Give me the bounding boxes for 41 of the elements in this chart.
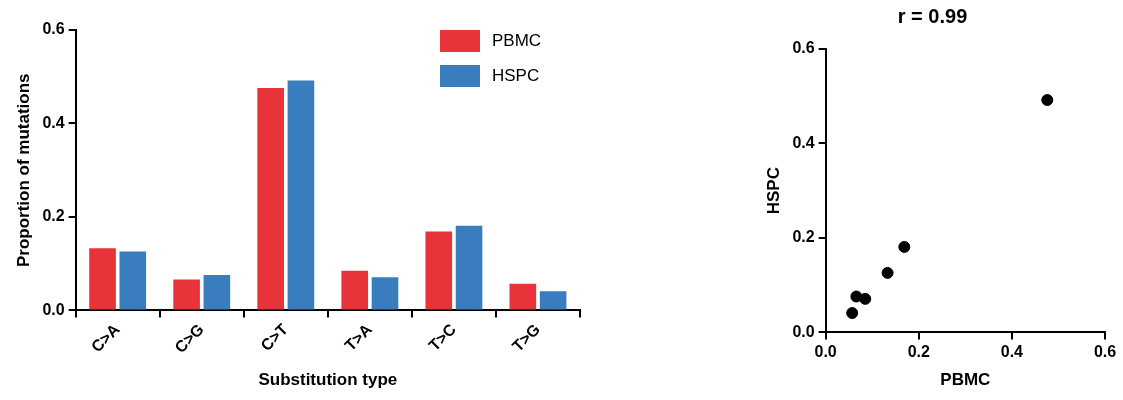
point bbox=[898, 240, 911, 253]
x-axis-title: Substitution type bbox=[258, 370, 398, 390]
x-tick-label: 0.4 bbox=[1000, 343, 1024, 361]
bar bbox=[539, 291, 567, 310]
y-tick-label: 0.6 bbox=[792, 39, 815, 57]
bar bbox=[341, 270, 369, 310]
bar bbox=[287, 80, 315, 310]
x-tick-label: C>A bbox=[87, 320, 124, 356]
y-tick-label: 0.4 bbox=[42, 113, 65, 131]
y-tick-label: 0.6 bbox=[42, 20, 65, 38]
y-axis-title: HSPC bbox=[763, 167, 783, 215]
x-axis-title: PBMC bbox=[940, 370, 991, 390]
x-tick-label: 0.0 bbox=[814, 343, 837, 361]
bar bbox=[371, 277, 399, 310]
bar bbox=[509, 283, 537, 310]
x-tick-label: T>G bbox=[508, 320, 544, 355]
y-tick-label: 0.2 bbox=[792, 228, 815, 246]
bar bbox=[203, 274, 231, 310]
bar bbox=[257, 87, 284, 310]
point bbox=[881, 266, 894, 279]
point bbox=[859, 292, 872, 305]
bar bbox=[89, 248, 116, 310]
legend-label: HSPC bbox=[492, 65, 540, 85]
x-tick-label: 0.6 bbox=[1093, 343, 1117, 361]
y-tick-label: 0.0 bbox=[42, 300, 65, 318]
y-tick-label: 0.2 bbox=[42, 207, 65, 225]
legend-label: PBMC bbox=[492, 30, 542, 50]
chart-title: r = 0.99 bbox=[897, 4, 968, 27]
y-axis-title: Proportion of mutations bbox=[13, 73, 33, 268]
bar bbox=[119, 251, 147, 310]
bar bbox=[455, 225, 483, 310]
x-tick-label: C>T bbox=[257, 320, 292, 355]
x-tick-label: 0.2 bbox=[907, 343, 930, 361]
point bbox=[846, 307, 859, 320]
x-tick-label: C>G bbox=[171, 320, 207, 357]
x-tick-label: T>C bbox=[425, 320, 460, 355]
bar bbox=[425, 231, 453, 310]
y-tick-label: 0.4 bbox=[792, 133, 815, 151]
bar bbox=[173, 279, 200, 310]
point bbox=[1041, 94, 1054, 107]
x-tick-label: T>A bbox=[341, 320, 376, 355]
